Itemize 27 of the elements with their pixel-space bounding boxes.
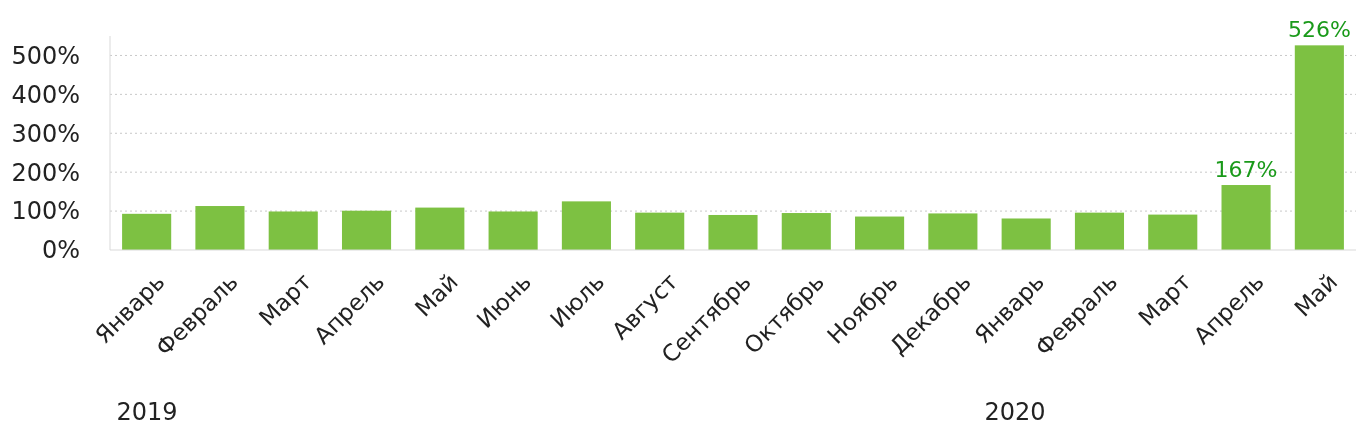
bar: [1074, 212, 1125, 250]
y-tick-label: 100%: [11, 197, 80, 226]
y-tick-label: 400%: [11, 80, 80, 109]
bar: [855, 216, 905, 250]
y-tick-label: 200%: [11, 158, 80, 187]
data-label: 526%: [1287, 17, 1351, 43]
bar: [195, 206, 245, 250]
bar: [1294, 45, 1344, 250]
bar: [1221, 185, 1271, 250]
bar: [1001, 218, 1051, 250]
bar: [341, 210, 392, 250]
bar: [268, 211, 318, 250]
bar: [122, 213, 172, 250]
bar: [708, 214, 758, 250]
bar: [561, 201, 611, 250]
bar: [488, 211, 538, 250]
y-tick-label: 0%: [41, 236, 80, 265]
bar: [928, 213, 978, 250]
data-label: 167%: [1214, 157, 1278, 183]
y-tick-label: 500%: [11, 41, 80, 70]
bar: [781, 213, 831, 250]
y-tick-label: 300%: [11, 119, 80, 148]
bar: [1148, 214, 1198, 250]
bar: [635, 212, 685, 250]
text: 2020: [984, 398, 1046, 426]
bar: [415, 207, 465, 250]
text: 2019: [116, 398, 178, 426]
